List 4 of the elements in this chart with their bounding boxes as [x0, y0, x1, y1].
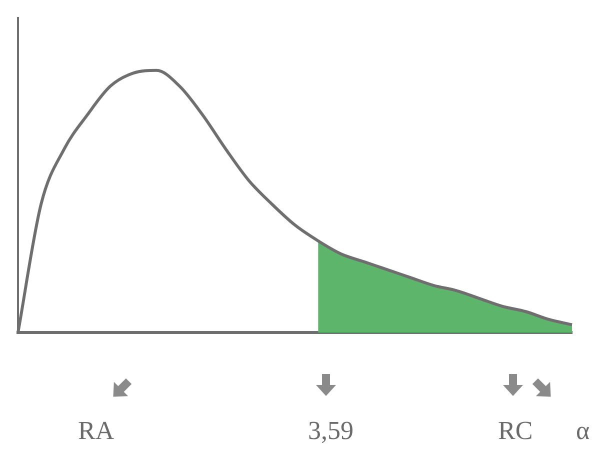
text: RC [498, 416, 533, 446]
text: 3,59 [308, 416, 354, 446]
text: α [576, 416, 590, 446]
text: RA [78, 416, 114, 446]
